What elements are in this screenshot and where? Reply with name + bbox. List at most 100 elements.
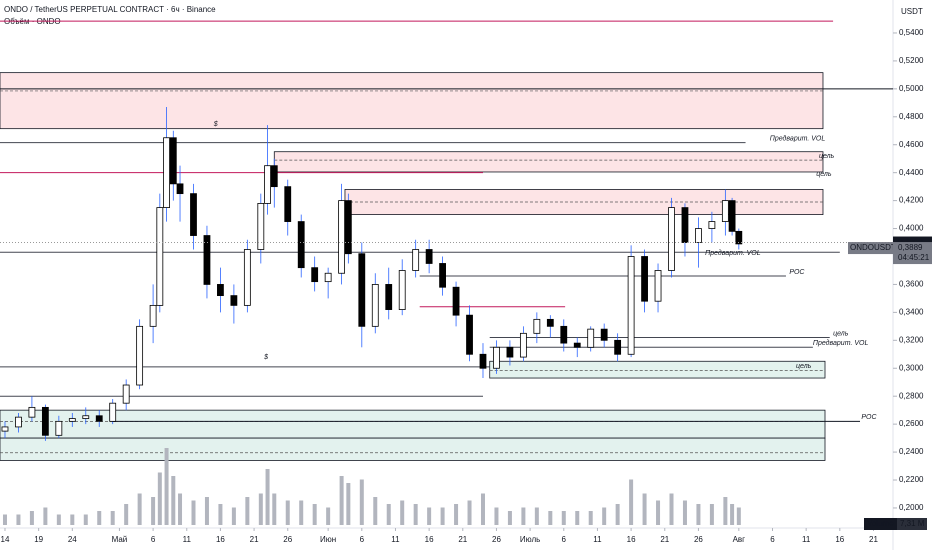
candle-body: [519, 332, 527, 358]
candle-body: [230, 295, 238, 306]
candle-body: [82, 415, 90, 419]
x-tick-label: 6: [770, 535, 775, 544]
y-tick-label: 0,2000: [899, 503, 924, 512]
currency: USDT: [901, 7, 923, 16]
y-tick-label: 0,3000: [899, 363, 924, 372]
volume-bar: [157, 472, 162, 525]
candle-body: [728, 200, 736, 232]
volume-bar: [191, 500, 196, 525]
x-tick-label: 11: [802, 535, 811, 544]
zone: [0, 72, 824, 130]
volume-bar: [427, 507, 432, 525]
volume-bar: [656, 500, 661, 525]
volume-bar: [164, 448, 169, 525]
volume-bar: [548, 511, 553, 525]
candle-body: [264, 165, 271, 204]
symbol-tag: [848, 242, 893, 255]
candle-body: [695, 228, 702, 243]
candle-body: [587, 328, 595, 348]
candle-body: [668, 207, 675, 271]
candle-body: [284, 186, 292, 222]
volume-bar: [359, 479, 364, 525]
candle-body: [136, 325, 144, 386]
volume-tag-value: 7,31 M: [900, 519, 925, 528]
x-tick-label: 6: [562, 535, 567, 544]
x-tick-label: 11: [391, 535, 400, 544]
candle-body: [1, 426, 9, 432]
candle-body: [600, 328, 608, 341]
volume-bar: [16, 514, 21, 525]
volume-tag: [864, 518, 897, 530]
volume-bar: [696, 504, 701, 525]
volume-bar: [231, 507, 236, 525]
volume-bar: [682, 500, 687, 525]
zone: [344, 189, 824, 215]
last-price-label: 0,3889: [898, 243, 923, 252]
volume-bar: [467, 500, 472, 525]
candle-body: [338, 200, 346, 274]
candle-body: [41, 406, 49, 436]
y-tick-label: 0,4600: [899, 140, 924, 149]
volume-bar: [494, 507, 499, 525]
x-tick-label: 26: [694, 535, 703, 544]
candle-body: [385, 284, 393, 310]
countdown: 04:45:21: [898, 253, 930, 262]
volume-bar: [629, 479, 634, 525]
annotation: цель: [796, 363, 812, 370]
zone: [0, 437, 826, 461]
volume-bar: [124, 504, 129, 525]
volume-tag-name: Volume: [867, 519, 894, 528]
candle-body: [169, 137, 177, 185]
annotation: POC: [789, 269, 805, 276]
annotation: Предварит. VOL: [770, 134, 826, 142]
annotation: POC: [861, 414, 877, 421]
volume-bar: [272, 493, 277, 525]
volume-bar: [440, 507, 445, 525]
volume-bar: [43, 507, 48, 525]
volume-bar: [178, 493, 183, 525]
volume-bar: [97, 511, 102, 525]
volume-bar: [285, 500, 290, 525]
y-tick-label: 0,2200: [899, 475, 924, 484]
candle-body: [398, 270, 406, 310]
candle-body: [439, 263, 446, 288]
candle-body: [68, 418, 76, 422]
candle-body: [28, 406, 36, 418]
volume-bar: [258, 493, 263, 525]
volume-bar: [373, 497, 378, 525]
volume-bar: [413, 504, 418, 525]
volume-bar: [480, 493, 485, 525]
candle-body: [466, 314, 473, 355]
x-tick-label: 6: [360, 535, 365, 544]
y-tick-label: 0,4400: [899, 168, 924, 177]
candle-body: [149, 304, 157, 327]
candle-body: [203, 235, 211, 285]
volume-bar: [521, 507, 526, 525]
candle-body: [533, 318, 541, 334]
volume-bar: [454, 504, 459, 525]
y-tick-label: 0,3400: [899, 307, 924, 316]
candle-body: [257, 203, 265, 250]
volume-bar: [709, 504, 714, 525]
volume-bar: [326, 507, 331, 525]
annotation: цель: [833, 330, 849, 337]
volume-bar: [561, 511, 566, 525]
volume-bar: [602, 507, 607, 525]
candle-body: [681, 207, 689, 243]
candle-body: [627, 256, 635, 355]
zone: [489, 360, 826, 379]
candle-body: [425, 249, 433, 264]
x-tick-label: 19: [34, 535, 43, 544]
annotation: Предварит. VOL: [705, 249, 761, 257]
y-tick-label: 0,3600: [899, 280, 924, 289]
candle-body: [297, 221, 305, 269]
candle-body: [156, 207, 164, 306]
x-tick-label: 21: [869, 535, 878, 544]
volume-bar: [736, 507, 741, 525]
volume-bar: [723, 497, 728, 525]
y-tick-label: 0,2800: [899, 391, 924, 400]
annotation: $: [213, 121, 218, 128]
candle-body: [358, 253, 366, 327]
volume-bar: [339, 476, 344, 525]
y-tick-label: 0,4200: [899, 196, 924, 205]
